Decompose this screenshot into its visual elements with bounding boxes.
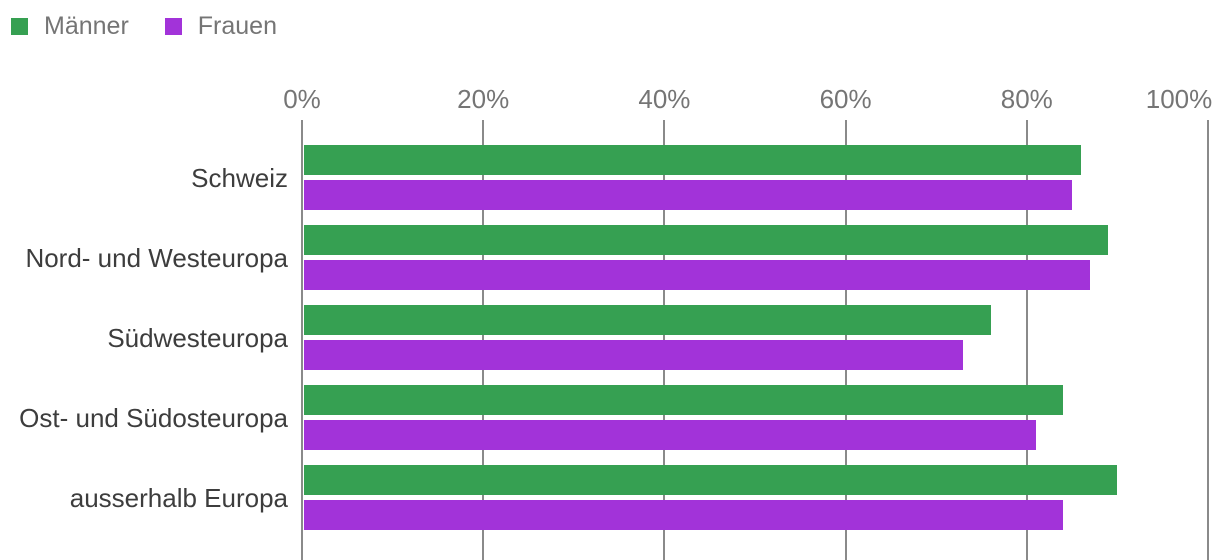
legend-label-frauen: Frauen <box>197 12 277 40</box>
bar-m-nner-s-dwesteuropa <box>304 305 991 335</box>
bar-frauen-ausserhalb-europa <box>304 500 1064 530</box>
legend-swatch-maenner-icon <box>11 18 28 35</box>
legend-label-maenner: Männer <box>44 12 129 40</box>
x-axis-tick-label-60: 60% <box>819 84 872 114</box>
x-axis-tick-label-20: 20% <box>457 84 510 114</box>
x-axis-tick-label-100: 100% <box>1145 84 1213 114</box>
bar-frauen-ost-und-s-dosteuropa <box>304 420 1036 450</box>
chart-legend: Männer Frauen <box>11 14 277 39</box>
bar-m-nner-schweiz <box>304 145 1082 175</box>
bar-m-nner-ost-und-s-dosteuropa <box>304 385 1064 415</box>
x-axis-tick-label-0: 0% <box>283 84 321 114</box>
gridline-100 <box>1207 120 1209 560</box>
category-label-schweiz: Schweiz <box>191 163 288 193</box>
gridline-0 <box>301 120 303 560</box>
category-label-ost-und-s-dosteuropa: Ost- und Südosteuropa <box>19 403 288 433</box>
x-axis-tick-label-80: 80% <box>1000 84 1053 114</box>
legend-swatch-frauen-icon <box>164 18 182 35</box>
bar-m-nner-ausserhalb-europa <box>304 465 1118 495</box>
bar-m-nner-nord-und-westeuropa <box>304 225 1109 255</box>
category-label-ausserhalb-europa: ausserhalb Europa <box>69 483 288 513</box>
category-label-nord-und-westeuropa: Nord- und Westeuropa <box>25 243 288 273</box>
x-axis-tick-label-40: 40% <box>638 84 691 114</box>
legend-item-maenner: Männer <box>11 14 129 39</box>
legend-item-frauen: Frauen <box>164 12 277 40</box>
gridline-80 <box>1025 120 1028 560</box>
bar-frauen-nord-und-westeuropa <box>304 260 1091 290</box>
category-label-s-dwesteuropa: Südwesteuropa <box>107 323 288 353</box>
bar-frauen-s-dwesteuropa <box>304 340 964 370</box>
bar-frauen-schweiz <box>304 180 1073 210</box>
